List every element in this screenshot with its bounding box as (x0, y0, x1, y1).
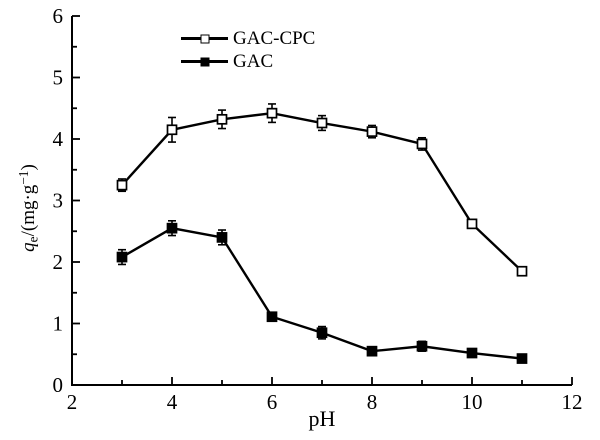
y-axis-title-exponent: −1 (16, 170, 31, 185)
data-point-gac-cpc-ph7 (316, 117, 328, 129)
data-point-gac-ph8 (366, 345, 378, 357)
x-tick-label: 6 (267, 390, 278, 414)
series-gac (116, 219, 528, 364)
legend-swatch-gac-cpc (181, 33, 228, 44)
data-point-gac-cpc-ph9 (416, 138, 428, 150)
data-point-gac-ph10 (466, 347, 478, 359)
y-tick-label: 4 (53, 127, 64, 151)
data-point-gac-ph7 (316, 327, 328, 339)
data-point-gac-ph4 (166, 222, 178, 234)
legend: GAC-CPC GAC (181, 27, 315, 73)
series-gac-cpc (116, 103, 528, 277)
data-point-gac-ph5 (216, 232, 228, 243)
x-tick-label: 8 (367, 390, 378, 414)
data-point-gac-ph3 (116, 251, 128, 263)
data-point-gac-cpc-ph10 (466, 218, 478, 230)
legend-label-gac: GAC (233, 51, 274, 72)
x-tick-label: 12 (562, 390, 583, 414)
data-point-gac-cpc-ph8 (366, 126, 378, 137)
y-tick-label: 5 (53, 66, 64, 90)
data-point-gac-ph6 (266, 311, 278, 323)
y-tick-label: 0 (53, 373, 64, 397)
data-point-gac-ph9 (416, 340, 428, 352)
data-point-gac-cpc-ph3 (116, 179, 128, 191)
open-square-marker-icon (200, 34, 209, 43)
data-point-gac-ph11 (516, 353, 528, 364)
x-tick-label: 4 (167, 390, 178, 414)
data-point-gac-cpc-ph11 (516, 265, 528, 277)
y-axis-title: qe/(mg·g−1) (12, 153, 40, 263)
y-tick-label: 2 (53, 250, 64, 274)
legend-item-gac-cpc: GAC-CPC (181, 27, 315, 50)
data-point-gac-cpc-ph6 (266, 107, 278, 119)
x-tick-label: 2 (67, 390, 78, 414)
legend-swatch-gac (181, 56, 228, 67)
y-axis-title-variable: q (17, 242, 39, 252)
y-tick-label: 6 (53, 4, 64, 28)
data-point-gac-cpc-ph4 (166, 124, 178, 136)
y-axis-title-close: ) (17, 164, 39, 171)
x-tick-label: 10 (462, 390, 483, 414)
data-point-gac-cpc-ph5 (216, 113, 228, 125)
y-axis-title-subscript: e (25, 236, 41, 243)
legend-label-gac-cpc: GAC-CPC (233, 28, 316, 49)
series-line-gac-cpc (121, 111, 523, 273)
x-axis-title: pH (308, 406, 336, 431)
y-axis-title-units: /(mg·g (17, 184, 39, 237)
legend-item-gac: GAC (181, 50, 315, 73)
filled-square-marker-icon (200, 57, 209, 66)
y-tick-label: 1 (53, 312, 64, 336)
y-tick-label: 3 (53, 189, 64, 213)
